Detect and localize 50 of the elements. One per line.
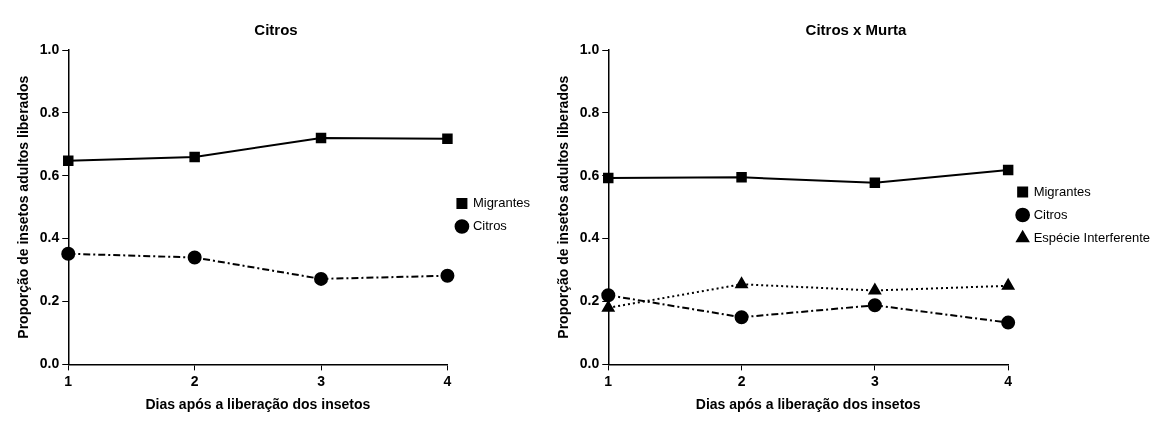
- x-axis-title: Dias após a liberação dos insetos: [145, 396, 371, 413]
- legend-label: Espécie Interferente: [1033, 229, 1151, 245]
- point: [603, 172, 614, 184]
- point: [601, 288, 616, 303]
- y-tick-label: 0.4: [579, 229, 600, 246]
- x-tick-label: 4: [1004, 372, 1013, 389]
- x-tick-label: 3: [870, 372, 879, 389]
- legend-label: Migrantes: [1033, 183, 1092, 199]
- point: [315, 132, 327, 144]
- x-tick-label: 2: [190, 372, 199, 389]
- point: [63, 155, 74, 166]
- point: [61, 246, 76, 261]
- point: [1001, 315, 1016, 330]
- y-tick-label: 0.6: [39, 166, 60, 183]
- y-tick-label: 0.6: [579, 166, 600, 183]
- legend-label: Migrantes: [472, 195, 531, 211]
- point: [867, 298, 882, 313]
- point: [869, 177, 881, 188]
- x-tick-label: 1: [64, 372, 73, 389]
- point: [1002, 164, 1014, 176]
- legend-label: Citros: [1033, 206, 1069, 222]
- point: [1001, 278, 1015, 290]
- point: [736, 172, 747, 183]
- x-tick-label: 3: [317, 372, 326, 389]
- y-tick-label: 0.2: [579, 292, 600, 309]
- point: [189, 151, 200, 163]
- y-tick-label: 1.0: [39, 40, 60, 57]
- y-tick-label: 1.0: [579, 40, 600, 57]
- x-tick-label: 1: [604, 372, 613, 389]
- x-axis-title: Dias após a liberação dos insetos: [695, 396, 921, 413]
- point: [440, 268, 455, 283]
- x-tick-label: 2: [737, 372, 746, 389]
- point: [187, 250, 202, 265]
- y-axis-title: Proporção de insetos adultos liberados: [15, 75, 32, 339]
- y-tick-label: 0.4: [39, 229, 60, 246]
- legend-label: Citros: [472, 218, 508, 234]
- x-tick-label: 4: [443, 372, 452, 389]
- y-tick-label: 0.2: [39, 292, 60, 309]
- y-axis-title: Proporção de insetos adultos liberados: [555, 75, 572, 339]
- point: [734, 310, 749, 325]
- point: [735, 277, 748, 289]
- chart-title: Citros x Murta: [805, 21, 908, 39]
- y-tick-label: 0.0: [579, 355, 600, 372]
- point: [314, 271, 329, 286]
- point: [442, 133, 453, 144]
- y-tick-label: 0.8: [579, 103, 600, 120]
- point: [868, 283, 882, 295]
- chart-title: Citros: [254, 21, 298, 39]
- y-tick-label: 0.0: [39, 355, 60, 372]
- y-tick-label: 0.8: [39, 103, 60, 120]
